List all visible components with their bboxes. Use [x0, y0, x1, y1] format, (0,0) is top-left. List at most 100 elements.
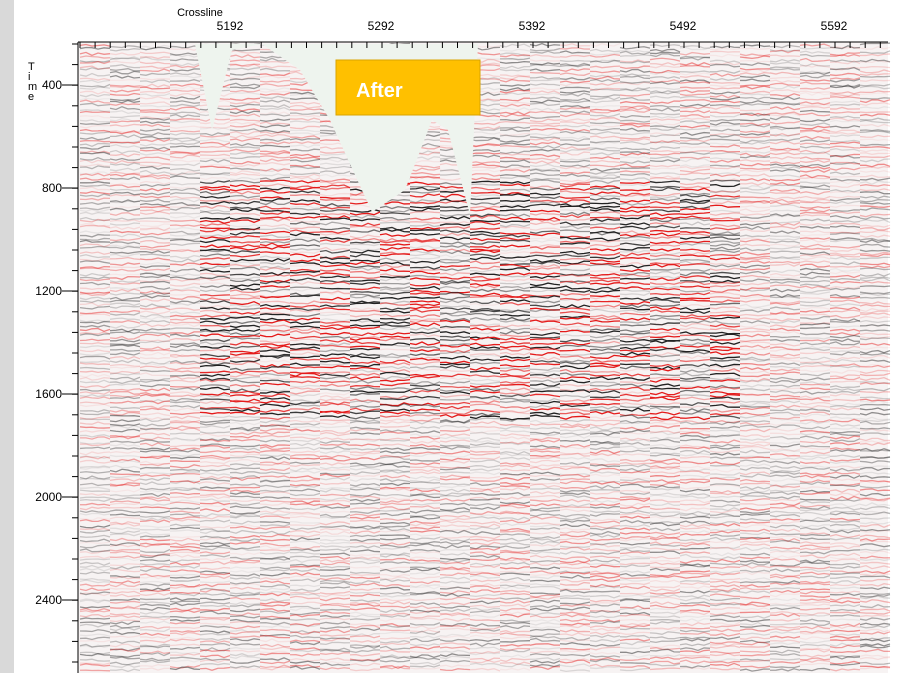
trace [380, 630, 410, 631]
trace [110, 267, 140, 268]
trace [860, 112, 890, 113]
seismic-view: Crossline Time After 5192529253925492559… [0, 0, 912, 673]
trace [860, 286, 890, 287]
trace [170, 146, 200, 147]
trace [800, 384, 830, 385]
trace [320, 199, 350, 200]
trace [380, 222, 410, 223]
trace [740, 168, 770, 169]
x-tick-label: 5192 [217, 19, 244, 33]
trace [200, 151, 230, 152]
trace [770, 626, 800, 627]
trace [620, 123, 650, 124]
trace [860, 593, 890, 594]
trace [830, 176, 860, 177]
trace [410, 563, 440, 564]
trace [740, 197, 770, 198]
trace [140, 221, 170, 222]
trace [110, 507, 140, 508]
x-axis-label: Crossline [177, 7, 223, 19]
trace [320, 420, 350, 421]
trace [590, 301, 620, 302]
trace [290, 458, 320, 459]
trace [560, 61, 590, 62]
trace [650, 187, 680, 188]
x-tick-label: 5392 [519, 19, 546, 33]
trace [650, 508, 680, 509]
trace [830, 640, 860, 641]
trace [320, 469, 350, 470]
trace [440, 472, 470, 473]
trace [620, 620, 650, 621]
trace [110, 274, 140, 275]
trace [530, 125, 560, 126]
trace [860, 615, 890, 616]
trace [350, 592, 380, 593]
trace [320, 587, 350, 588]
y-tick-label: 2000 [35, 490, 62, 504]
trace [110, 474, 140, 475]
trace [260, 180, 290, 181]
trace [530, 455, 560, 456]
y-tick-label: 1200 [35, 284, 62, 298]
x-tick-label: 5592 [821, 19, 848, 33]
trace [320, 610, 350, 611]
trace [290, 195, 320, 196]
trace [80, 111, 110, 112]
trace [590, 420, 620, 421]
trace [740, 612, 770, 613]
trace [740, 582, 770, 583]
trace [110, 455, 140, 456]
trace [860, 405, 890, 406]
overlay-label: After [356, 80, 403, 102]
trace [200, 617, 230, 618]
trace [860, 297, 890, 298]
trace [680, 571, 710, 572]
trace [620, 168, 650, 169]
trace [290, 344, 320, 345]
trace [830, 432, 860, 433]
trace [230, 416, 260, 417]
trace [860, 457, 890, 458]
trace [740, 421, 770, 422]
trace [260, 242, 290, 243]
trace [380, 440, 410, 441]
trace [380, 432, 410, 433]
trace [380, 244, 410, 245]
trace [350, 310, 380, 311]
y-tick-label: 800 [42, 181, 62, 195]
trace [590, 122, 620, 123]
trace [590, 490, 620, 491]
trace [620, 360, 650, 361]
trace [620, 364, 650, 365]
trace [410, 230, 440, 231]
trace [230, 487, 260, 488]
page: Crossline Time After 5192529253925492559… [0, 0, 912, 673]
trace [170, 387, 200, 388]
trace [260, 413, 290, 414]
trace [110, 142, 140, 143]
trace [680, 655, 710, 656]
trace [770, 251, 800, 252]
trace [470, 192, 500, 193]
trace [350, 577, 380, 578]
trace [770, 588, 800, 589]
trace [350, 575, 380, 576]
y-tick-label: 1600 [35, 387, 62, 401]
trace [590, 397, 620, 398]
y-tick-label: 400 [42, 78, 62, 92]
trace [650, 388, 680, 389]
trace [290, 498, 320, 499]
trace [290, 556, 320, 557]
trace [650, 207, 680, 208]
trace [740, 557, 770, 558]
x-tick-label: 5492 [670, 19, 697, 33]
trace [200, 200, 230, 201]
trace [800, 202, 830, 203]
trace [560, 507, 590, 508]
trace [710, 51, 740, 52]
trace [560, 403, 590, 404]
trace [200, 158, 230, 159]
trace [800, 446, 830, 447]
trace [860, 76, 890, 77]
